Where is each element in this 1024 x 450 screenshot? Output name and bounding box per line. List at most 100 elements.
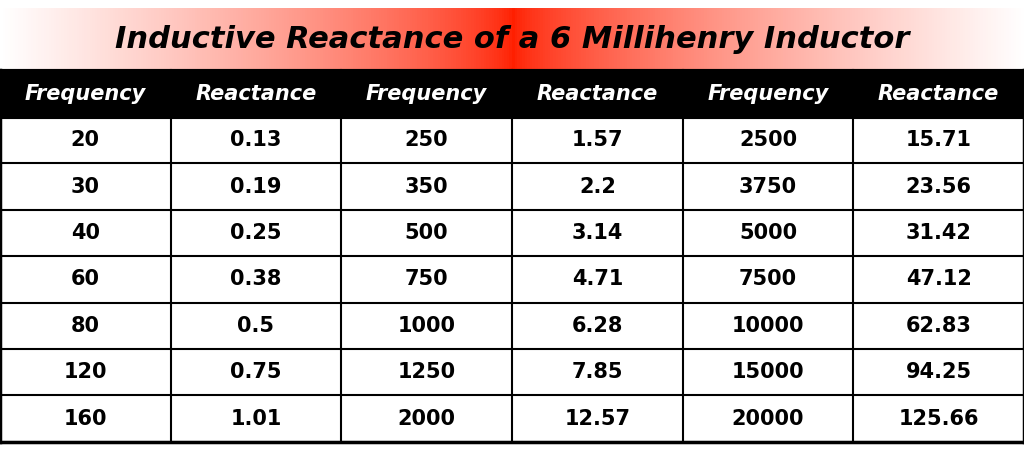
Bar [653,8,657,70]
Bar [360,8,366,70]
Bar [84,8,89,70]
Bar [650,8,655,70]
Bar [756,8,760,70]
Bar [627,8,632,70]
Bar [51,8,56,70]
Bar [727,8,731,70]
Bar [934,8,939,70]
Bar [817,8,821,70]
Bar [471,8,475,70]
Bar [217,8,222,70]
Bar [504,8,509,70]
Bar [483,8,488,70]
Bar [152,8,156,70]
Bar [440,8,444,70]
Text: 120: 120 [63,362,108,382]
Bar [788,8,793,70]
Bar [522,8,526,70]
Bar [530,8,535,70]
Bar [115,8,120,70]
Bar [722,8,726,70]
Bar [251,8,256,70]
Bar [104,8,110,70]
Text: 40: 40 [71,223,99,243]
Text: Frequency: Frequency [366,84,487,104]
Bar [827,8,831,70]
Bar [750,8,755,70]
Bar [100,8,104,70]
Bar [305,8,309,70]
Bar [348,8,352,70]
Bar [41,8,45,70]
Bar [374,8,379,70]
Bar [420,8,424,70]
Bar [630,8,634,70]
Bar [881,8,885,70]
Bar [220,8,225,70]
Bar [271,8,276,70]
Bar [10,8,14,70]
Bar [299,8,304,70]
Bar [90,8,94,70]
Bar [261,8,266,70]
Bar [739,8,744,70]
Bar [633,8,637,70]
Bar [469,8,473,70]
Bar [227,8,232,70]
Bar [647,8,652,70]
Bar [776,8,780,70]
Bar [461,8,465,70]
Bar [391,8,396,70]
Bar [870,8,874,70]
Bar [481,8,485,70]
Bar [223,8,227,70]
Bar [930,8,934,70]
Bar [924,8,929,70]
Bar [766,8,770,70]
Text: 1.57: 1.57 [571,130,623,150]
Bar [927,8,932,70]
Bar [696,8,700,70]
Text: 2500: 2500 [739,130,797,150]
Bar [292,8,297,70]
Bar [397,8,401,70]
Text: 30: 30 [71,176,99,197]
Bar [497,8,502,70]
Bar [801,8,806,70]
Text: 4.71: 4.71 [571,270,623,289]
Bar [965,8,970,70]
Text: 2.2: 2.2 [579,176,615,197]
Bar [906,8,911,70]
Bar [961,8,965,70]
Bar [725,8,729,70]
Bar [709,8,714,70]
Bar [573,8,578,70]
Bar [532,8,537,70]
Bar [49,8,53,70]
Bar [207,8,212,70]
Bar [59,8,63,70]
Bar [399,8,403,70]
Bar [233,8,238,70]
Bar [855,8,859,70]
Bar [0,303,1024,349]
Bar [43,8,48,70]
Bar [614,8,618,70]
Bar [317,8,322,70]
Bar [865,8,869,70]
Bar [445,8,451,70]
Bar [809,8,813,70]
Bar [125,8,130,70]
Bar [435,8,440,70]
Bar [145,8,151,70]
Bar [831,8,837,70]
Bar [707,8,711,70]
Bar [369,8,373,70]
Bar [74,8,79,70]
Bar [1012,8,1016,70]
Bar [674,8,678,70]
Text: 10000: 10000 [732,316,804,336]
Bar [425,8,430,70]
Bar [113,8,117,70]
Bar [5,8,10,70]
